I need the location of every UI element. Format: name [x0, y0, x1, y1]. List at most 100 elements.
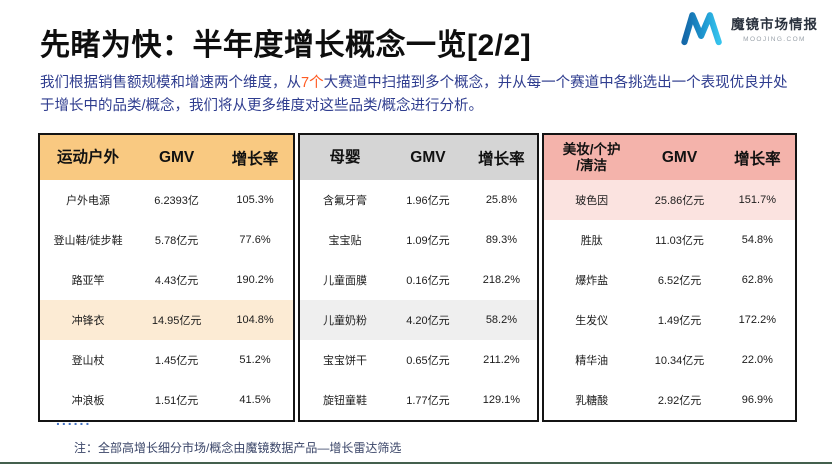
subtitle: 我们根据销售额规模和增速两个维度，从7个大赛道中扫描到多个概念，并从每一个赛道中… — [40, 72, 788, 118]
table-row: 旋钮童鞋 1.77亿元 129.1% — [300, 380, 537, 420]
cell-concept-name: 冲锋衣 — [71, 315, 105, 327]
column-header-gmv: GMV — [410, 148, 446, 166]
cell-concept-name: 户外电源 — [66, 195, 111, 207]
cell-gmv-value: 11.03亿元 — [655, 235, 704, 247]
cell-gmv-value: 5.78亿元 — [154, 235, 199, 247]
cell-gmv-value: 0.65亿元 — [406, 355, 450, 367]
cell-growth-rate: 172.2% — [738, 314, 776, 326]
cell-concept-name: 登山鞋/徒步鞋 — [53, 235, 123, 247]
bottom-divider — [0, 462, 832, 464]
cell-gmv-value: 10.34亿元 — [654, 355, 705, 367]
page-title: 先睹为快：半年度增长概念一览[2/2] — [40, 29, 532, 62]
cell-concept-name: 玻色因 — [575, 195, 609, 207]
table-row: 宝宝饼干 0.65亿元 211.2% — [300, 340, 537, 380]
column-header-growth-rate: 增长率 — [478, 150, 525, 168]
cell-gmv-value: 6.2393亿 — [154, 195, 199, 207]
cell-gmv-value: 14.95亿元 — [151, 315, 202, 327]
table-row: 登山鞋/徒步鞋 5.78亿元 77.6% — [40, 220, 293, 260]
table-mother-baby: 母婴 GMV 增长率含氟牙膏 1.96亿元 25.8% 宝宝贴 1.09亿元 89.3% 儿童面… — [298, 133, 539, 422]
cell-growth-rate: 25.8% — [485, 194, 518, 206]
cell-concept-name: 宝宝饼干 — [323, 355, 368, 367]
table-row: 乳糖酸 2.92亿元 96.9% — [544, 380, 795, 420]
cell-growth-rate: 129.1% — [482, 394, 521, 406]
cell-growth-rate: 41.5% — [239, 394, 271, 406]
cell-growth-rate: 218.2% — [482, 274, 521, 286]
cell-gmv-value: 1.51亿元 — [154, 395, 199, 407]
cell-gmv-value: 1.49亿元 — [657, 315, 702, 327]
table-beauty-personal-care: 美妆/个护 /清洁 GMV 增长率玻色因 25.86亿元 151.7% 胜肽 11.03亿元… — [542, 133, 797, 422]
cell-concept-name: 宝宝贴 — [328, 235, 362, 247]
cell-growth-rate: 211.2% — [483, 354, 520, 366]
cell-gmv-value: 4.20亿元 — [406, 315, 450, 327]
footnote: 注：全部高增长细分市场/概念由魔镜数据产品—增长雷达筛选 — [74, 441, 402, 455]
cell-gmv-value: 25.86亿元 — [654, 195, 705, 207]
cell-concept-name: 含氟牙膏 — [323, 195, 368, 207]
column-header-gmv: GMV — [158, 148, 195, 166]
cell-growth-rate: 77.6% — [239, 234, 271, 246]
table-row: 登山杖 1.45亿元 51.2% — [40, 340, 293, 380]
cell-gmv-value: 0.16亿元 — [406, 275, 450, 287]
ellipsis-dots: ...... — [56, 412, 92, 428]
cell-growth-rate: 58.2% — [485, 314, 518, 326]
table-row: 冲浪板 1.51亿元 41.5% — [40, 380, 293, 420]
cell-concept-name: 精华油 — [575, 355, 609, 367]
cell-concept-name: 登山杖 — [71, 355, 105, 367]
cell-concept-name: 儿童奶粉 — [323, 315, 368, 327]
table-row: 宝宝贴 1.09亿元 89.3% — [300, 220, 537, 260]
cell-concept-name: 冲浪板 — [71, 395, 105, 407]
subtitle-text-lead: 我们根据销售额规模和增速两个维度，从 — [40, 75, 301, 91]
table-row: 生发仪 1.49亿元 172.2% — [544, 300, 795, 340]
subtitle-highlight-count: 7个 — [301, 75, 324, 91]
cell-concept-name: 路亚竿 — [71, 275, 105, 287]
cell-gmv-value: 1.96亿元 — [406, 195, 450, 207]
subtitle-text-rest: 大赛道中扫描到多个概念，并从每一个赛道中各挑选出一个表现优良并处于增长中的品类/… — [40, 75, 788, 114]
table-row: 胜肽 11.03亿元 54.8% — [544, 220, 795, 260]
brand-logo: 魔镜市场情报 MOOJING.COM — [680, 8, 818, 48]
cell-gmv-value: 1.77亿元 — [406, 395, 450, 407]
cell-growth-rate: 54.8% — [741, 234, 773, 246]
logo-brand-name: 魔镜市场情报 — [731, 17, 818, 32]
cell-gmv-value: 1.09亿元 — [406, 235, 450, 247]
cell-growth-rate: 22.0% — [741, 354, 773, 366]
cell-growth-rate: 105.3% — [236, 194, 274, 206]
logo-domain: MOOJING.COM — [743, 36, 806, 43]
cell-gmv-value: 4.43亿元 — [154, 275, 199, 287]
table-row: 玻色因 25.86亿元 151.7% — [544, 180, 795, 220]
cell-gmv-value: 6.52亿元 — [657, 275, 702, 287]
cell-gmv-value: 1.45亿元 — [154, 355, 199, 367]
table-header-beauty-personal-care: 美妆/个护 /清洁 GMV 增长率 — [544, 135, 795, 180]
cell-concept-name: 儿童面膜 — [323, 275, 368, 287]
column-header-category: 运动户外 — [57, 148, 120, 166]
cell-concept-name: 胜肽 — [580, 235, 603, 247]
column-header-category: 母婴 — [329, 148, 361, 166]
column-header-growth-rate: 增长率 — [231, 150, 279, 168]
moojing-m-icon — [681, 12, 722, 46]
table-row: 路亚竿 4.43亿元 190.2% — [40, 260, 293, 300]
table-row: 冲锋衣 14.95亿元 104.8% — [40, 300, 293, 340]
cell-growth-rate: 190.2% — [236, 274, 274, 286]
table-header-sports-outdoor: 运动户外 GMV 增长率 — [40, 135, 293, 180]
cell-concept-name: 旋钮童鞋 — [323, 395, 368, 407]
table-sports-outdoor: 运动户外 GMV 增长率户外电源 6.2393亿 105.3% 登山鞋/徒步鞋 5.78亿元… — [38, 133, 295, 422]
cell-growth-rate: 62.8% — [741, 274, 773, 286]
cell-growth-rate: 89.3% — [485, 234, 518, 246]
table-row: 精华油 10.34亿元 22.0% — [544, 340, 795, 380]
table-row: 含氟牙膏 1.96亿元 25.8% — [300, 180, 537, 220]
table-row: 儿童面膜 0.16亿元 218.2% — [300, 260, 537, 300]
table-row: 爆炸盐 6.52亿元 62.8% — [544, 260, 795, 300]
tables-region: 运动户外 GMV 增长率户外电源 6.2393亿 105.3% 登山鞋/徒步鞋 5.78亿元… — [38, 133, 797, 422]
logo-text: 魔镜市场情报 MOOJING.COM — [731, 13, 818, 43]
cell-growth-rate: 151.7% — [738, 194, 776, 206]
cell-growth-rate: 96.9% — [741, 394, 773, 406]
table-row: 户外电源 6.2393亿 105.3% — [40, 180, 293, 220]
table-row: 儿童奶粉 4.20亿元 58.2% — [300, 300, 537, 340]
column-header-growth-rate: 增长率 — [734, 150, 781, 168]
column-header-gmv: GMV — [661, 148, 698, 166]
cell-concept-name: 生发仪 — [575, 315, 609, 327]
cell-gmv-value: 2.92亿元 — [657, 395, 702, 407]
cell-concept-name: 乳糖酸 — [575, 395, 609, 407]
cell-growth-rate: 104.8% — [236, 314, 274, 326]
cell-growth-rate: 51.2% — [239, 354, 271, 366]
column-header-category: 美妆/个护 /清洁 — [562, 142, 621, 173]
